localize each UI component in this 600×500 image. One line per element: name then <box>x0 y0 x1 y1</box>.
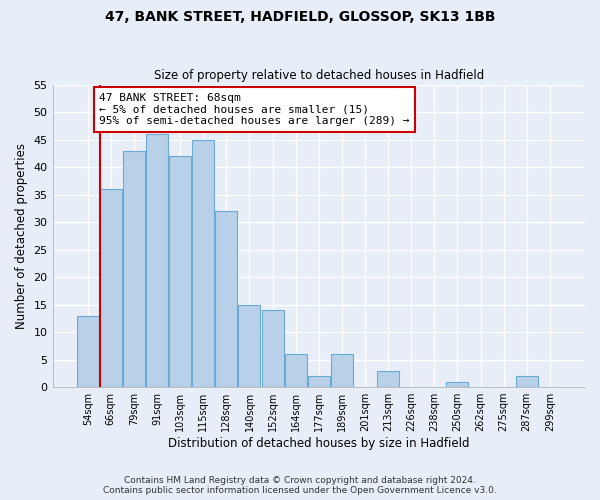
Bar <box>516 376 538 387</box>
Bar <box>446 382 469 387</box>
Bar <box>215 211 238 387</box>
Bar <box>262 310 284 387</box>
Bar <box>331 354 353 387</box>
Bar <box>192 140 214 387</box>
Bar <box>169 156 191 387</box>
Bar <box>308 376 330 387</box>
Bar <box>377 370 399 387</box>
Text: 47, BANK STREET, HADFIELD, GLOSSOP, SK13 1BB: 47, BANK STREET, HADFIELD, GLOSSOP, SK13… <box>105 10 495 24</box>
Text: Contains HM Land Registry data © Crown copyright and database right 2024.
Contai: Contains HM Land Registry data © Crown c… <box>103 476 497 495</box>
Bar <box>146 134 168 387</box>
Title: Size of property relative to detached houses in Hadfield: Size of property relative to detached ho… <box>154 69 484 82</box>
Y-axis label: Number of detached properties: Number of detached properties <box>15 143 28 329</box>
Bar <box>77 316 98 387</box>
Bar <box>284 354 307 387</box>
X-axis label: Distribution of detached houses by size in Hadfield: Distribution of detached houses by size … <box>168 437 470 450</box>
Text: 47 BANK STREET: 68sqm
← 5% of detached houses are smaller (15)
95% of semi-detac: 47 BANK STREET: 68sqm ← 5% of detached h… <box>99 93 410 126</box>
Bar <box>123 150 145 387</box>
Bar <box>238 304 260 387</box>
Bar <box>100 189 122 387</box>
